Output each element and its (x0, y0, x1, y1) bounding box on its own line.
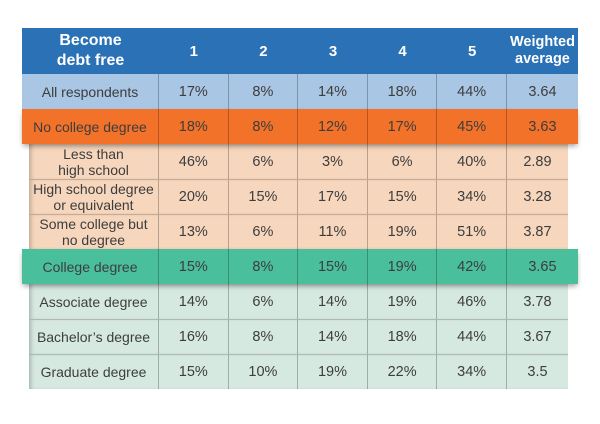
weighted-average-cell: 3.67 (523, 329, 552, 345)
value-cell: 40% (437, 144, 507, 179)
value-cell: 19% (368, 249, 438, 284)
value-cell: 13% (159, 215, 229, 249)
value-cell: 15% (159, 249, 229, 284)
value-cell: 11% (298, 215, 368, 249)
value-cell: 15% (159, 355, 229, 389)
row-label: Graduate degree (29, 355, 159, 389)
value-cell: 12% (298, 109, 368, 144)
become-debt-free-table: Become debt free 1 2 3 4 5 Weighted aver… (22, 28, 578, 389)
value-cell: 16% (159, 320, 229, 354)
weighted-average-cell: 3.64 (528, 83, 557, 100)
value-cell: 18% (368, 320, 438, 354)
value-cell: 17% (159, 74, 229, 109)
table-row: All respondents 17% 8% 14% 18% 44% 3.64 (22, 74, 578, 109)
row-label: Less than high school (29, 144, 159, 179)
row-label: Associate degree (29, 284, 159, 319)
table-body: All respondents 17% 8% 14% 18% 44% 3.64 No coll… (22, 74, 578, 389)
table-row: High school degree or equivalent 20% 15% 17… (29, 179, 568, 214)
header-cell-become-debt-free: Become debt free (56, 32, 125, 69)
value-cell: 14% (298, 320, 368, 354)
value-cell: 22% (368, 355, 438, 389)
value-cell: 34% (437, 180, 507, 214)
value-cell: 18% (368, 74, 438, 109)
table-row: Bachelor’s degree 16% 8% 14% 18% 44% 3.67 (29, 319, 568, 354)
value-cell: 8% (229, 74, 299, 109)
header-cell-2: 2 (259, 42, 268, 60)
value-cell: 15% (229, 180, 299, 214)
value-cell: 3% (298, 144, 368, 179)
value-cell: 19% (368, 284, 438, 319)
weighted-average-cell: 3.28 (523, 189, 552, 205)
value-cell: 42% (437, 249, 507, 284)
value-cell: 34% (437, 355, 507, 389)
value-cell: 6% (229, 284, 299, 319)
value-cell: 45% (437, 109, 507, 144)
value-cell: 17% (298, 180, 368, 214)
weighted-average-cell: 3.87 (523, 224, 552, 240)
weighted-average-cell: 2.89 (523, 153, 552, 170)
value-cell: 15% (368, 180, 438, 214)
table-row: College degree 15% 8% 15% 19% 42% 3.65 (22, 249, 578, 284)
value-cell: 46% (159, 144, 229, 179)
row-label: Bachelor’s degree (29, 320, 159, 354)
weighted-average-cell: 3.65 (528, 258, 557, 275)
value-cell: 14% (298, 284, 368, 319)
row-label: High school degree or equivalent (29, 180, 159, 214)
weighted-average-cell: 3.63 (528, 118, 557, 135)
row-label: No college degree (22, 109, 159, 144)
weighted-average-cell: 3.5 (527, 364, 548, 380)
value-cell: 44% (437, 74, 507, 109)
value-cell: 19% (368, 215, 438, 249)
value-cell: 8% (229, 109, 299, 144)
table-row: Less than high school 46% 6% 3% 6% 40% 2.89 (29, 144, 568, 179)
row-label: All respondents (22, 74, 159, 109)
header-cell-4: 4 (398, 42, 407, 60)
value-cell: 51% (437, 215, 507, 249)
table-row: Associate degree 14% 6% 14% 19% 46% 3.78 (29, 284, 568, 319)
value-cell: 15% (298, 249, 368, 284)
value-cell: 8% (229, 320, 299, 354)
value-cell: 6% (229, 215, 299, 249)
header-cell-weighted-average: Weighted average (509, 34, 575, 67)
value-cell: 20% (159, 180, 229, 214)
value-cell: 6% (229, 144, 299, 179)
value-cell: 14% (298, 74, 368, 109)
value-cell: 14% (159, 284, 229, 319)
header-cell-5: 5 (468, 42, 477, 60)
table-row: Graduate degree 15% 10% 19% 22% 34% 3.5 (29, 354, 568, 389)
value-cell: 44% (437, 320, 507, 354)
table-row: Some college but no degree 13% 6% 11% 19% 51%… (29, 214, 568, 249)
table-row: No college degree 18% 8% 12% 17% 45% 3.63 (22, 109, 578, 144)
value-cell: 46% (437, 284, 507, 319)
header-cell-3: 3 (328, 42, 338, 60)
value-cell: 19% (298, 355, 368, 389)
table-header-row: Become debt free 1 2 3 4 5 Weighted aver… (22, 28, 578, 74)
value-cell: 18% (159, 109, 229, 144)
row-label: College degree (22, 249, 159, 284)
header-cell-1: 1 (189, 42, 198, 60)
weighted-average-cell: 3.78 (523, 293, 552, 310)
value-cell: 8% (229, 249, 299, 284)
value-cell: 10% (229, 355, 299, 389)
value-cell: 17% (368, 109, 438, 144)
value-cell: 6% (368, 144, 438, 179)
row-label: Some college but no degree (29, 215, 159, 249)
